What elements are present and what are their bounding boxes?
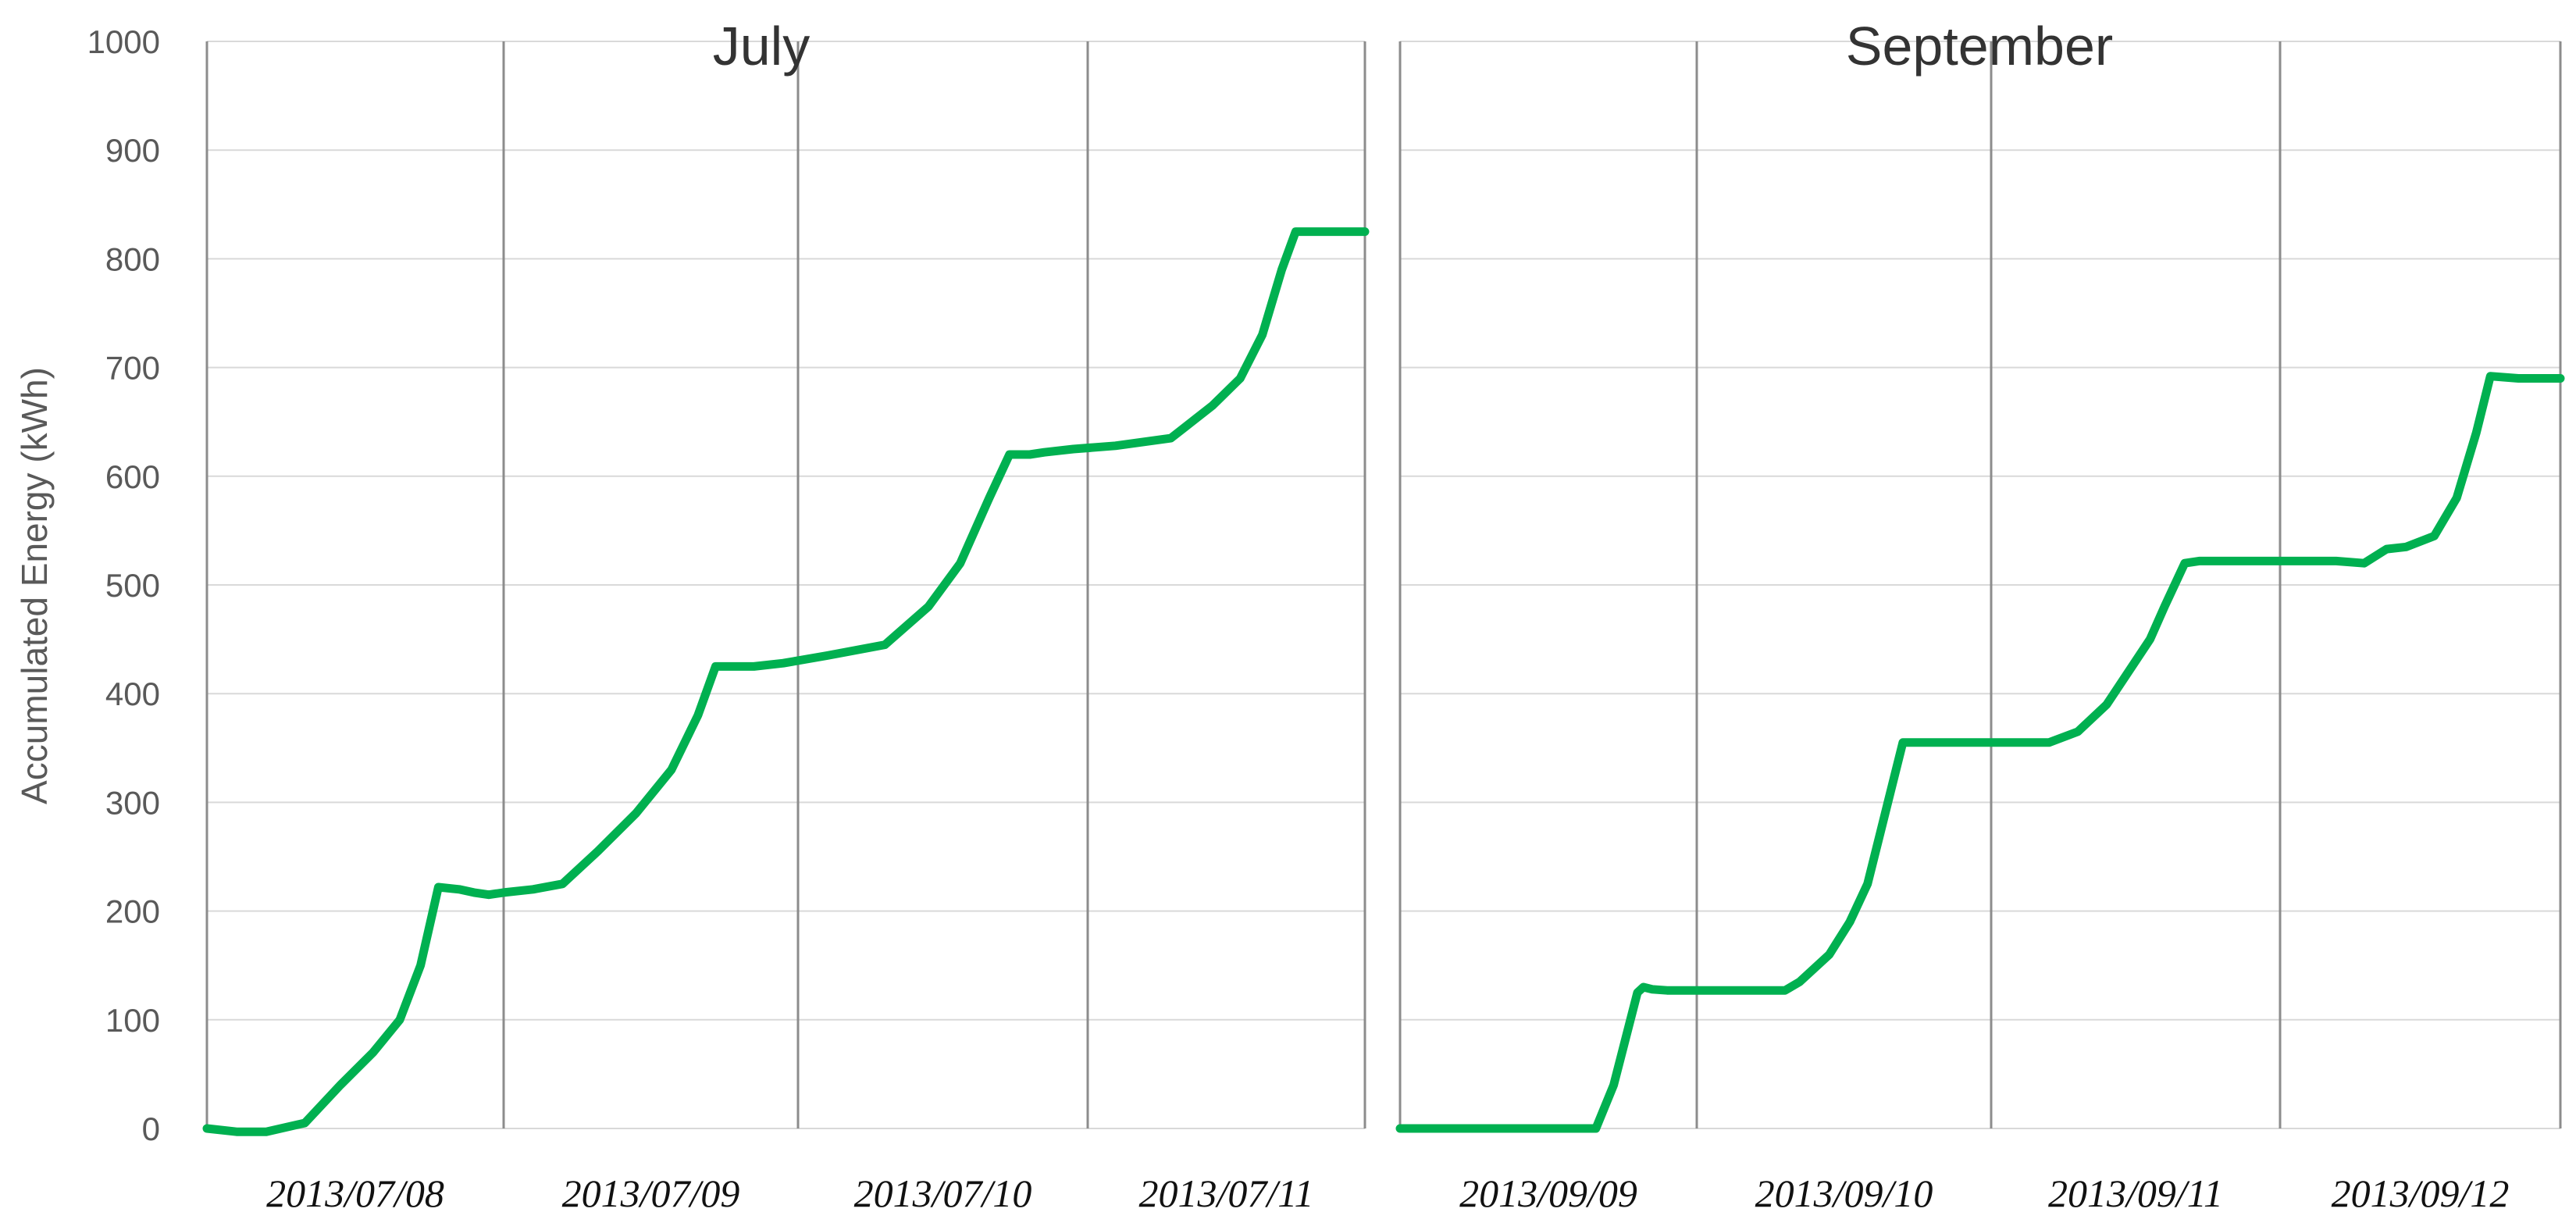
day-labels: 2013/09/09 2013/09/10 2013/09/11 2013/09/12 [1459,1171,2509,1215]
grid-layer [205,41,2562,1129]
panel-july: July 2013/07/08 2013/07/09 2013/07/10 2013/… [202,16,1370,1215]
series-layer [202,227,1370,1136]
y-axis: 0 100 200 300 400 500 600 700 800 900 1000 [87,23,160,1147]
series-layer [1395,372,2565,1133]
y-tick-label: 800 [105,241,160,277]
panel-title: September [1846,16,2113,77]
panel-september: September 2013/09/09 2013/09/10 2013/09/11… [1395,16,2565,1215]
y-axis-title: Accumulated Energy (kWh) [14,367,55,804]
day-labels: 2013/07/08 2013/07/09 2013/07/10 2013/07/11 [266,1171,1313,1215]
day-label: 2013/09/10 [1755,1171,1933,1215]
energy-series-line [202,227,1370,1136]
day-label: 2013/07/11 [1138,1171,1313,1215]
day-label: 2013/09/09 [1459,1171,1637,1215]
y-tick-label: 300 [105,784,160,821]
y-tick-label: 200 [105,893,160,930]
panel-title: July [713,16,810,77]
y-tick-label: 100 [105,1002,160,1039]
y-tick-label: 0 [142,1111,160,1147]
y-tick-label: 500 [105,567,160,604]
day-label: 2013/07/09 [562,1171,740,1215]
day-label: 2013/07/08 [266,1171,444,1215]
energy-series-line [1395,372,2565,1133]
y-tick-label: 600 [105,458,160,495]
day-label: 2013/09/12 [2332,1171,2510,1215]
day-label: 2013/09/11 [2048,1171,2223,1215]
y-tick-label: 900 [105,132,160,169]
y-tick-label: 1000 [87,23,160,60]
y-tick-label: 400 [105,676,160,712]
day-label: 2013/07/10 [854,1171,1032,1215]
y-tick-label: 700 [105,350,160,387]
